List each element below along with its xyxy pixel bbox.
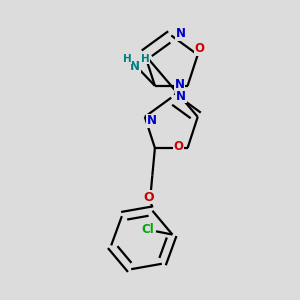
Text: O: O	[194, 42, 204, 55]
Text: N: N	[176, 27, 185, 40]
Text: N: N	[130, 60, 140, 73]
Text: H: H	[123, 54, 131, 64]
Text: O: O	[173, 140, 184, 153]
Text: Cl: Cl	[142, 223, 154, 236]
Text: O: O	[144, 190, 154, 203]
Text: N: N	[147, 114, 157, 127]
Text: N: N	[174, 78, 184, 91]
Text: N: N	[176, 89, 186, 103]
Text: H: H	[141, 54, 149, 64]
